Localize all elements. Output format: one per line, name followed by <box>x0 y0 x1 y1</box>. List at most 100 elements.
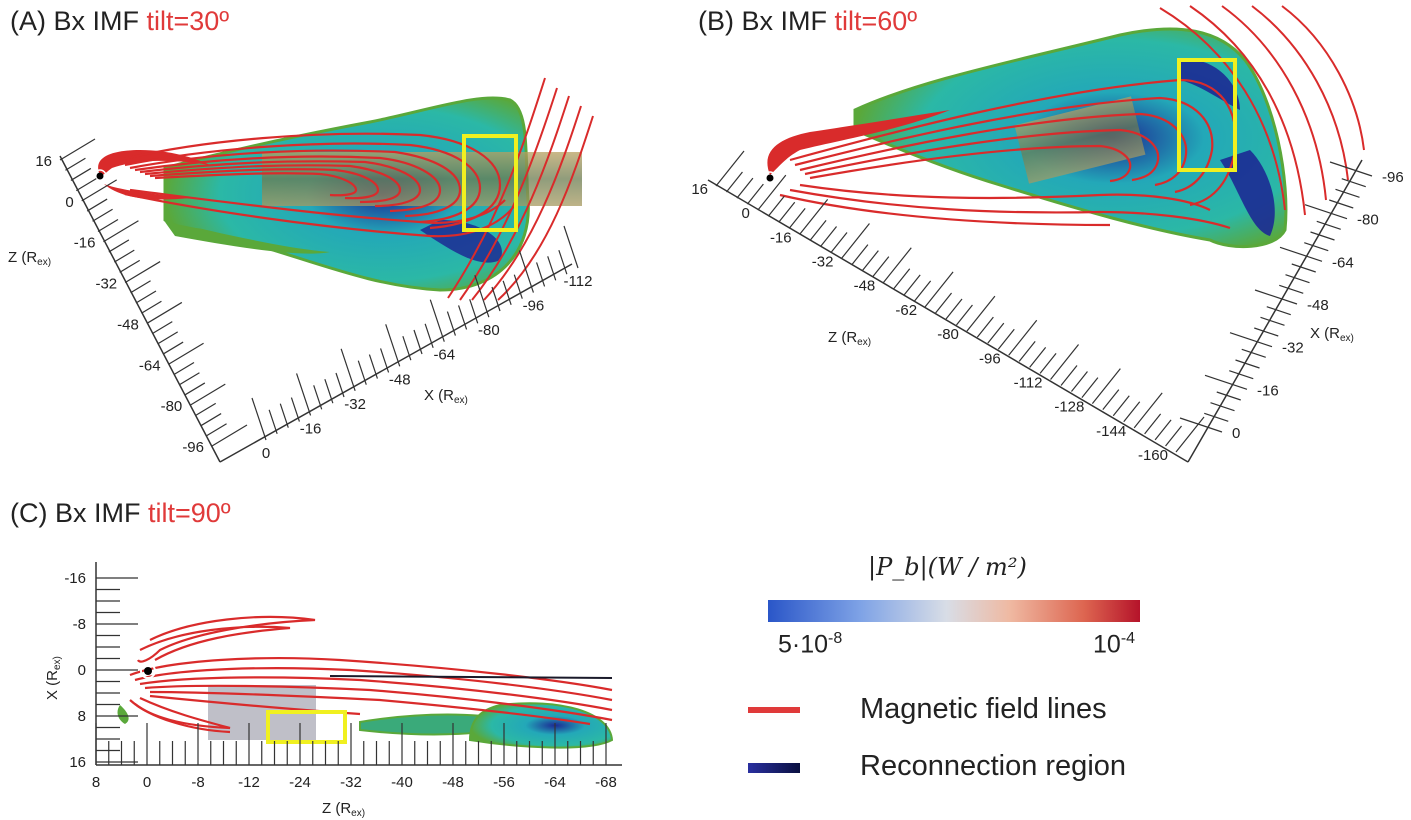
panel-b-z-axis-tick <box>1123 401 1141 423</box>
panel-b-z-axis-tick <box>725 171 743 193</box>
panel-b-x-axis-tick-label: 0 <box>1232 425 1240 442</box>
panel-b-z-axis-tick <box>935 292 953 314</box>
panel-b-z-axis-tick <box>1050 344 1080 380</box>
panel-b-z-axis-tick <box>976 316 994 338</box>
panel-b-z-axis-tick <box>1102 389 1120 411</box>
panel-a-z-axis-tick <box>200 413 222 427</box>
panel-c-title-text: (C) Bx IMF <box>10 498 148 528</box>
panel-b-z-axis-tick <box>757 174 787 211</box>
panel-a-z-axis-tick-label: -80 <box>161 398 183 415</box>
panel-a-z-axis-label: Z (Rex) <box>8 249 51 268</box>
panel-c-z-axis-tick-label: -24 <box>289 774 311 791</box>
panel-b-x-axis-tick-label: -80 <box>1357 212 1379 229</box>
panel-a-field-lines <box>119 132 516 238</box>
panel-b-z-axis-tick <box>1154 419 1172 441</box>
panel-b-z-axis-tick <box>1008 319 1038 356</box>
panel-c-x-axis-tick-label: 0 <box>78 662 86 679</box>
panel-a-x-axis-tick <box>413 329 423 355</box>
panel-b-z-axis-tick <box>1144 413 1162 435</box>
panel-a-x-axis-tick-label: -48 <box>389 371 411 388</box>
panel-b-z-axis-label: Z (Rex) <box>828 329 871 348</box>
panel-b-x-axis-tick <box>1204 412 1229 422</box>
panel-b-z-axis-tick <box>1133 392 1163 429</box>
panel-b-z-axis-tick-label: -128 <box>1054 399 1084 416</box>
panel-a-x-axis-tick <box>402 335 412 361</box>
panel-b-current-sheet <box>1014 96 1146 184</box>
panel-a-highlight-box <box>462 134 518 232</box>
panel-a-field-nose-lower <box>104 184 190 200</box>
panel-c-z-axis-tick-label: -68 <box>595 774 617 791</box>
panel-c-z-axis-tick-label: -56 <box>493 774 515 791</box>
panel-b-z-axis-tick-label: -144 <box>1096 423 1126 440</box>
panel-a-x-axis-tick <box>424 323 434 349</box>
panel-a-planet <box>96 172 104 180</box>
panel-b-z-axis-tick <box>830 232 848 253</box>
panel-a-x-axis-tick <box>563 225 579 269</box>
panel-b-field-lines <box>779 78 1237 230</box>
panel-a-x-axis-tick <box>313 385 323 410</box>
panel-b-x-axis-tick <box>1304 204 1348 220</box>
panel-b-z-axis-tick <box>872 256 890 278</box>
panel-a-x-axis-tick <box>380 348 390 373</box>
panel-b-z-axis-tick <box>955 304 973 326</box>
panel-b-x-axis-tick-label: -96 <box>1382 169 1404 186</box>
panel-c-ticks: -16 -8 0 8 16 8 0 -8 -12 -24 -32 -40 -48 -56 -64 -68 <box>64 570 617 791</box>
legend-reconnection-label: Reconnection region <box>860 750 1127 782</box>
panel-a-z-axis-tick <box>59 138 96 161</box>
panel-b-z-axis-tick-label: -96 <box>979 350 1001 367</box>
panel-a-x-axis <box>219 263 573 463</box>
panel-a-x-axis-tick <box>268 409 278 435</box>
panel-a-x-axis-tick <box>513 274 523 299</box>
panel-a-x-axis-tick-label: -96 <box>523 298 545 315</box>
panel-a-x-axis-tick-label: -16 <box>300 420 322 437</box>
panel-a-z-axis-tick <box>162 341 184 355</box>
panel-a-z-axis-tick <box>70 167 92 181</box>
panel-b-x-axis-tick <box>1210 402 1235 412</box>
panel-c-planet <box>144 667 152 675</box>
panel-b-x-axis-tick <box>1335 188 1360 198</box>
panel-b-z-axis-tick <box>987 322 1005 344</box>
panel-b-z-axis-tick <box>997 328 1015 350</box>
panel-b-tilt: tilt=60º <box>834 6 918 36</box>
panel-b-z-axis-tick <box>893 268 911 290</box>
panel-a-z-axis-tick <box>206 423 227 437</box>
panel-a-z-axis-tick <box>81 179 118 202</box>
panel-b-z-axis-tick <box>851 244 869 265</box>
panel-a-x-axis-tick <box>469 299 479 324</box>
panel-b-x-axis-tick <box>1341 178 1366 188</box>
panel-c-x-axis-tick-label: 16 <box>69 754 86 771</box>
panel-b-z-axis <box>707 179 1189 463</box>
panel-a-title: (A) Bx IMF tilt=30º <box>10 6 229 36</box>
panel-b-x-axis <box>1187 159 1363 463</box>
panel-a-z-axis-tick <box>124 261 161 284</box>
panel-c-title: (C) Bx IMF tilt=90º <box>10 498 231 528</box>
panel-b-z-axis-tick <box>1165 425 1183 447</box>
panel-b-z-axis-tick-label: -16 <box>770 229 792 246</box>
panel-a-solarwind-lines <box>447 77 594 301</box>
colorbar-title: |P_b|(W / m²) <box>868 553 1027 581</box>
panel-a-z-axis-tick-label: -32 <box>95 276 117 293</box>
panel-a-x-axis-tick-label: -112 <box>564 273 593 290</box>
panel-b-z-axis-tick <box>767 195 785 217</box>
panel-a-z-axis-tick <box>130 280 151 294</box>
panel-a-z-axis-tick-label: -96 <box>182 439 204 456</box>
panel-b-x-axis-tick-label: -48 <box>1307 297 1329 314</box>
panel-a-x-axis-tick <box>340 348 356 392</box>
colorbar-max-label: 10-4 <box>1093 630 1136 659</box>
panel-b-z-axis-tick <box>820 226 838 247</box>
panel-a-z-axis-tick <box>103 220 139 243</box>
panel-a-x-axis-tick <box>357 360 367 385</box>
panel-c-dark-line <box>329 675 613 679</box>
panel-b-z-axis-tick <box>966 295 996 332</box>
panel-c-z-axis-tick-label: -32 <box>340 774 362 791</box>
panel-a-z-axis-tick <box>184 382 206 396</box>
panel-a-z-axis-tick <box>65 157 86 171</box>
panel-a-x-axis-tick <box>290 397 300 422</box>
panel-a-x-axis-label: X (Rex) <box>424 387 468 406</box>
panel-b-z-axis-tick-label: -48 <box>854 278 876 295</box>
panel-c-x-axis-tick-label: -8 <box>73 616 86 633</box>
panel-b-z-axis-tick <box>1175 416 1205 453</box>
panel-b-z-axis-tick <box>914 280 932 302</box>
panel-a-x-axis-tick <box>324 378 334 404</box>
